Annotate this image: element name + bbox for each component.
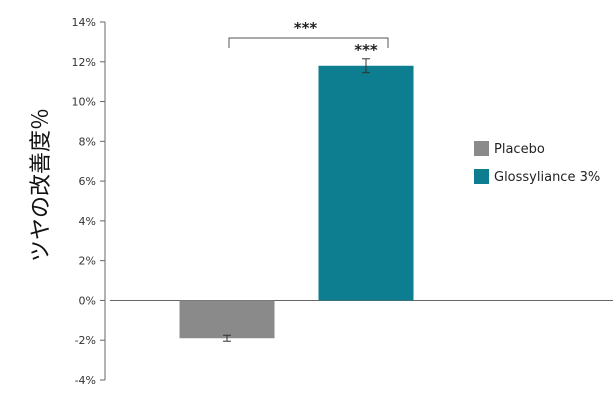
- y-tick-label: -2%: [75, 334, 96, 347]
- y-axis-label: ツヤの改善度％: [29, 108, 54, 262]
- y-tick-label: 8%: [79, 135, 96, 148]
- y-tick-label: -4%: [75, 374, 96, 387]
- y-tick-label: 10%: [72, 96, 96, 109]
- legend-label-1: Glossyliance 3%: [494, 170, 600, 185]
- legend-swatch-0: [474, 141, 489, 156]
- y-tick-label: 12%: [72, 56, 96, 69]
- bars: [179, 58, 414, 342]
- legend: Placebo Glossyliance 3%: [474, 141, 600, 185]
- significance-annotations: *** ***: [228, 19, 389, 59]
- y-tick-label: 4%: [79, 215, 96, 228]
- bar-significance-label: ***: [354, 41, 378, 59]
- y-axis: -4% -2% 0% 2% 4% 6% 8% 10% 12% 14%: [72, 16, 613, 387]
- legend-label-0: Placebo: [494, 142, 545, 157]
- y-tick-label: 0%: [79, 294, 96, 307]
- y-tick-label: 6%: [79, 175, 96, 188]
- bar-0: [179, 300, 275, 339]
- legend-swatch-1: [474, 169, 489, 184]
- y-tick-label: 14%: [72, 16, 96, 29]
- y-tick-label: 2%: [79, 255, 96, 268]
- bracket-significance-label: ***: [294, 19, 318, 37]
- bar-1: [318, 65, 414, 301]
- significance-bracket: [228, 37, 389, 48]
